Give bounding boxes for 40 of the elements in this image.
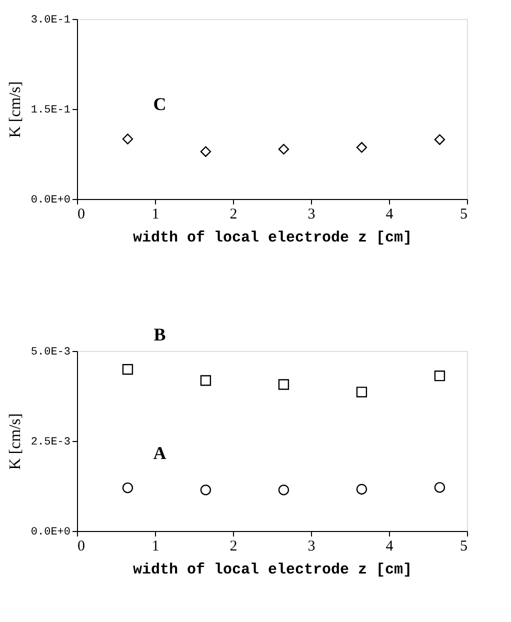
x-tick-label: 5 (460, 206, 468, 222)
point (122, 134, 134, 144)
y-tick-label: 0.0E+0 (30, 194, 70, 206)
point (200, 484, 212, 496)
x-tick-label: 0 (78, 538, 85, 554)
x-tick-label: 2 (230, 538, 238, 554)
x-tick-label: 1 (152, 206, 160, 222)
x-tick-label: 3 (308, 538, 316, 554)
point (434, 370, 446, 382)
point (356, 142, 368, 153)
x-axis-title: width of local electrode z [cm] (132, 230, 412, 246)
x-tick-label: 4 (386, 538, 394, 554)
point (356, 386, 368, 398)
point (200, 146, 212, 157)
x-tick-label: 2 (230, 206, 238, 222)
point (434, 482, 446, 493)
point (122, 364, 134, 375)
x-axis-title: width of local electrode z [cm] (132, 562, 412, 578)
series-label: B (154, 324, 166, 344)
x-tick-label: 5 (460, 538, 468, 554)
point (278, 144, 290, 155)
point (122, 482, 134, 494)
y-tick-label: 0.0E+0 (30, 526, 70, 538)
x-tick-label: 4 (386, 206, 394, 222)
point (200, 375, 212, 386)
y-tick-label: 5.0E-3 (30, 346, 70, 358)
x-tick-label: 1 (152, 538, 160, 554)
point (278, 379, 290, 390)
x-tick-label: 3 (308, 206, 316, 222)
y-axis-title: K [cm/s] (6, 81, 24, 138)
point (356, 484, 368, 495)
y-tick-label: 2.5E-3 (30, 436, 70, 448)
y-axis-title: K [cm/s] (6, 413, 24, 470)
y-tick-label: 3.0E-1 (30, 14, 71, 26)
y-tick-label: 1.5E-1 (30, 104, 71, 116)
point (434, 134, 446, 145)
point (278, 484, 290, 496)
series-label: C (153, 94, 166, 114)
x-tick-label: 0 (78, 206, 85, 222)
series-label: A (153, 442, 166, 463)
